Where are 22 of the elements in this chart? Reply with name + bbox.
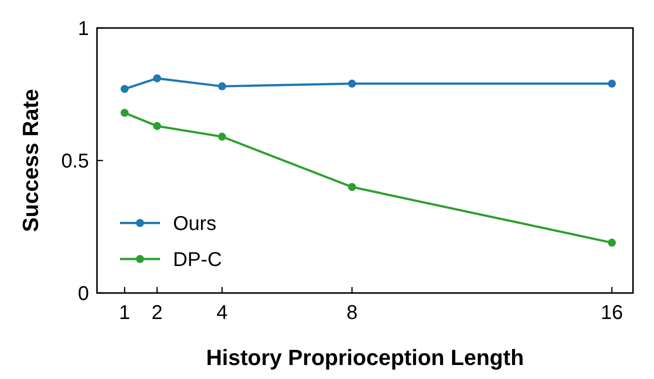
point — [153, 74, 162, 82]
x-tick-label: 8 — [346, 302, 358, 324]
y-axis-title: Success Rate — [18, 88, 43, 232]
x-tick-label: 16 — [600, 302, 624, 324]
legend-label: DP-C — [173, 249, 222, 271]
point — [120, 108, 129, 117]
point — [348, 80, 356, 88]
x-axis-title: History Proprioception Length — [206, 345, 524, 370]
x-tick-label: 4 — [216, 302, 228, 324]
point — [608, 80, 616, 88]
point — [218, 82, 226, 90]
point — [218, 132, 226, 141]
x-tick-label: 1 — [119, 302, 130, 324]
y-tick-label: 1 — [78, 18, 89, 40]
point — [348, 183, 356, 191]
point — [608, 238, 616, 247]
legend-label: Ours — [173, 213, 216, 235]
point — [153, 122, 162, 130]
point — [120, 84, 129, 93]
y-tick-label: 0 — [78, 283, 89, 305]
x-tick-label: 2 — [152, 302, 163, 324]
y-tick-label: 0.5 — [61, 150, 89, 172]
